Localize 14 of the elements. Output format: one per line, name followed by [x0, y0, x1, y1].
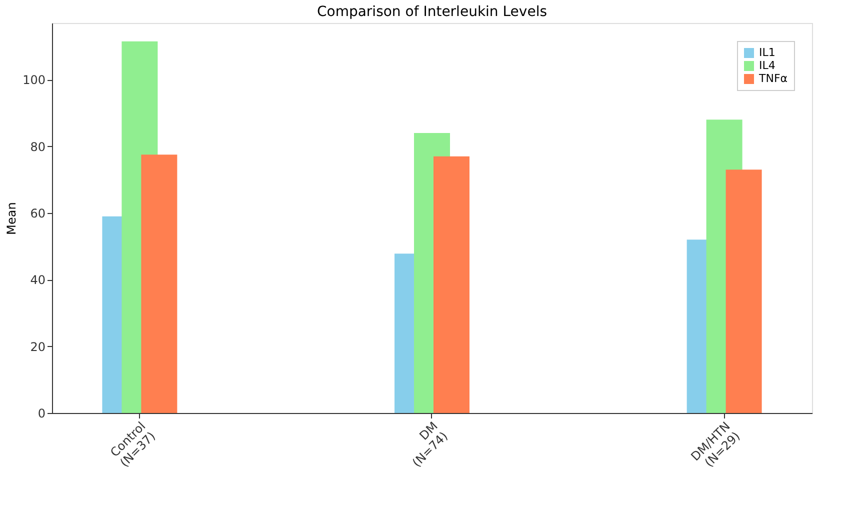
legend-label: TNFα	[758, 72, 788, 85]
bar	[433, 156, 470, 413]
y-tick-label: 0	[38, 406, 46, 420]
y-tick-label: 100	[22, 73, 46, 88]
y-axis-title: Mean	[4, 202, 19, 235]
bar	[726, 170, 762, 413]
bar	[141, 154, 178, 413]
chart-title: Comparison of Interleukin Levels	[316, 4, 548, 20]
y-tick-label: 80	[30, 140, 46, 154]
legend-label: IL4	[759, 59, 776, 72]
legend-label: IL1	[759, 46, 776, 59]
y-tick-label: 60	[30, 206, 46, 220]
y-tick-label: 20	[30, 340, 46, 354]
y-tick-label: 40	[30, 273, 46, 288]
